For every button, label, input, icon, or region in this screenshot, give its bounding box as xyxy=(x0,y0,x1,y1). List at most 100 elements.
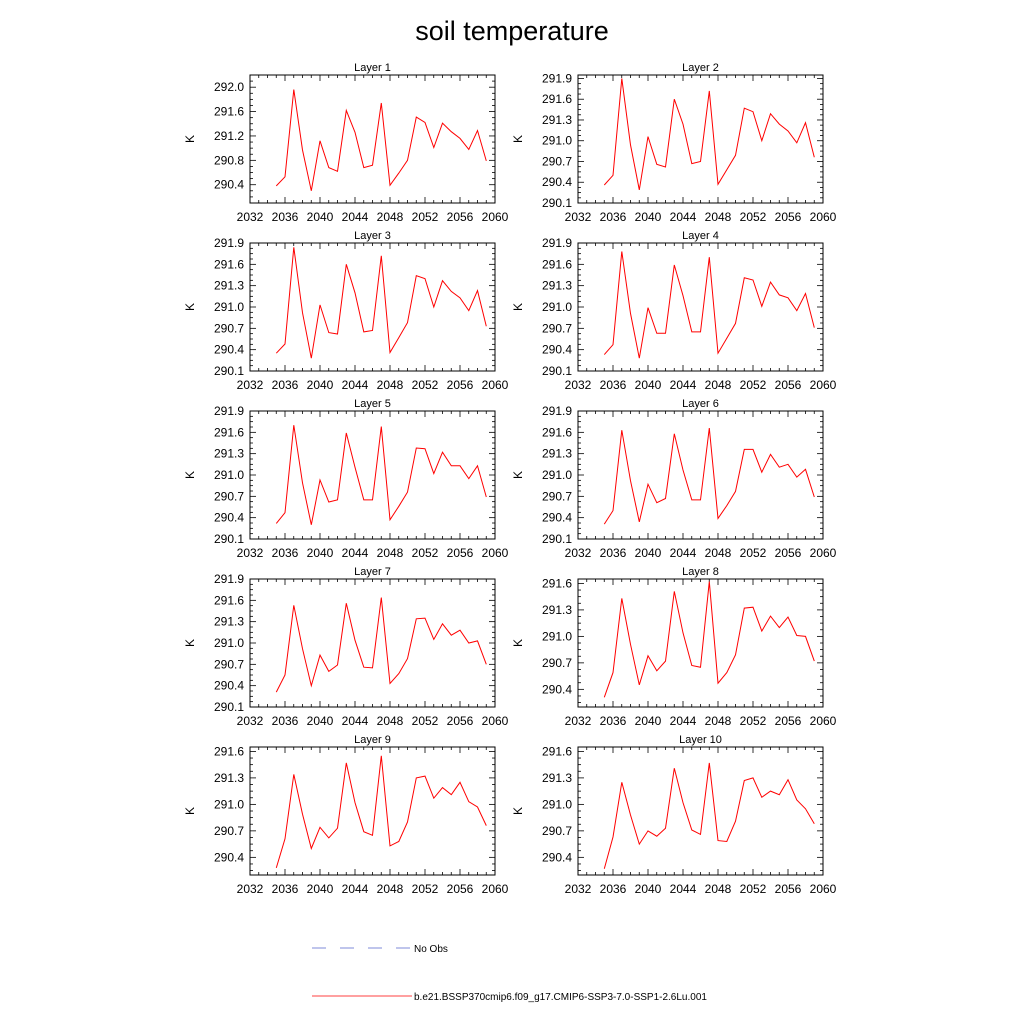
y-tick-label: 291.9 xyxy=(542,71,572,85)
y-tick-label: 291.6 xyxy=(542,576,572,590)
x-tick-label: 2048 xyxy=(377,210,404,224)
y-tick-label: 290.7 xyxy=(542,656,572,670)
y-axis-label: K xyxy=(183,471,197,479)
y-tick-label: 290.1 xyxy=(214,364,244,378)
panel-title: Layer 2 xyxy=(682,62,719,74)
y-tick-label: 291.0 xyxy=(542,468,572,482)
y-tick-label: 290.7 xyxy=(542,824,572,838)
y-tick-label: 291.0 xyxy=(542,629,572,643)
series-line xyxy=(275,755,487,869)
y-tick-label: 290.1 xyxy=(542,532,572,546)
x-tick-label: 2032 xyxy=(565,210,592,224)
y-tick-label: 290.1 xyxy=(214,532,244,546)
x-tick-label: 2040 xyxy=(307,378,334,392)
y-tick-label: 291.0 xyxy=(214,468,244,482)
x-tick-label: 2056 xyxy=(775,546,802,560)
plot-frame xyxy=(577,74,824,204)
plot-frame xyxy=(249,746,496,876)
x-tick-label: 2036 xyxy=(600,882,627,896)
x-tick-label: 2048 xyxy=(705,378,732,392)
y-tick-label: 291.6 xyxy=(214,593,244,607)
x-tick-label: 2044 xyxy=(670,210,697,224)
x-tick-label: 2036 xyxy=(600,378,627,392)
x-tick-label: 2040 xyxy=(635,714,662,728)
y-tick-label: 291.6 xyxy=(542,257,572,271)
plot-frame xyxy=(249,578,496,708)
panel-3: Layer 3 K 2032 2036 2040 2044 2048 2052 2056 2060… xyxy=(183,230,509,392)
y-tick-label: 291.9 xyxy=(214,572,244,586)
x-tick-label: 2032 xyxy=(237,546,264,560)
y-tick-label: 290.4 xyxy=(214,343,244,357)
panel-5: Layer 5 K 2032 2036 2040 2044 2048 2052 2056 2060… xyxy=(183,398,509,560)
x-tick-label: 2048 xyxy=(705,714,732,728)
y-axis-label: K xyxy=(511,135,525,143)
y-axis-label: K xyxy=(183,639,197,647)
x-tick-label: 2056 xyxy=(447,546,474,560)
plot-frame xyxy=(249,242,496,372)
y-tick-label: 290.4 xyxy=(542,511,572,525)
y-tick-label: 291.9 xyxy=(214,404,244,418)
panel-1: Layer 1 K 2032 2036 2040 2044 2048 2052 2056 2060… xyxy=(183,62,509,224)
x-tick-label: 2044 xyxy=(342,210,369,224)
y-tick-label: 290.8 xyxy=(214,153,244,167)
x-tick-label: 2040 xyxy=(635,546,662,560)
plot-frame xyxy=(577,242,824,372)
y-tick-label: 291.9 xyxy=(542,236,572,250)
panel-title: Layer 1 xyxy=(354,62,391,74)
y-tick-label: 291.3 xyxy=(542,603,572,617)
x-tick-label: 2060 xyxy=(810,714,837,728)
panel-2: Layer 2 K 2032 2036 2040 2044 2048 2052 2056 2060… xyxy=(511,62,837,224)
y-tick-label: 290.1 xyxy=(542,364,572,378)
y-tick-label: 291.0 xyxy=(542,300,572,314)
x-tick-label: 2032 xyxy=(237,378,264,392)
series-line xyxy=(275,597,487,693)
x-tick-label: 2048 xyxy=(705,882,732,896)
y-tick-label: 290.4 xyxy=(542,343,572,357)
y-tick-label: 291.9 xyxy=(214,236,244,250)
x-tick-label: 2032 xyxy=(237,210,264,224)
y-tick-label: 291.0 xyxy=(214,300,244,314)
y-tick-label: 290.4 xyxy=(214,679,244,693)
y-axis-label: K xyxy=(183,807,197,815)
y-tick-label: 290.4 xyxy=(214,850,244,864)
panel-10: Layer 10 K 2032 2036 2040 2044 2048 2052 2056 206… xyxy=(511,734,837,896)
x-tick-label: 2056 xyxy=(775,714,802,728)
y-tick-label: 290.7 xyxy=(214,489,244,503)
y-tick-label: 292.0 xyxy=(214,80,244,94)
y-tick-label: 291.6 xyxy=(542,425,572,439)
x-tick-label: 2048 xyxy=(705,546,732,560)
x-tick-label: 2032 xyxy=(565,714,592,728)
panel-8: Layer 8 K 2032 2036 2040 2044 2048 2052 2056 2060… xyxy=(511,566,837,728)
x-tick-label: 2060 xyxy=(482,546,509,560)
y-tick-label: 290.7 xyxy=(542,489,572,503)
x-tick-label: 2060 xyxy=(482,882,509,896)
x-tick-label: 2052 xyxy=(412,378,439,392)
x-tick-label: 2052 xyxy=(412,882,439,896)
x-tick-label: 2056 xyxy=(775,378,802,392)
x-tick-label: 2060 xyxy=(810,882,837,896)
x-tick-label: 2052 xyxy=(740,378,767,392)
y-tick-label: 291.0 xyxy=(214,797,244,811)
y-tick-label: 290.4 xyxy=(542,175,572,189)
x-tick-label: 2032 xyxy=(565,378,592,392)
x-tick-label: 2044 xyxy=(670,714,697,728)
x-tick-label: 2040 xyxy=(635,210,662,224)
x-tick-label: 2036 xyxy=(272,714,299,728)
y-tick-label: 290.4 xyxy=(214,178,244,192)
y-axis-label: K xyxy=(511,303,525,311)
x-tick-label: 2048 xyxy=(705,210,732,224)
y-tick-label: 291.3 xyxy=(214,279,244,293)
panel-title: Layer 9 xyxy=(354,734,391,746)
panel-title: Layer 10 xyxy=(679,734,722,746)
y-tick-label: 291.0 xyxy=(542,134,572,148)
y-tick-label: 290.7 xyxy=(214,824,244,838)
x-tick-label: 2060 xyxy=(482,210,509,224)
x-tick-label: 2032 xyxy=(565,546,592,560)
x-tick-label: 2044 xyxy=(670,378,697,392)
y-axis-label: K xyxy=(183,303,197,311)
x-tick-label: 2052 xyxy=(740,714,767,728)
x-tick-label: 2048 xyxy=(377,882,404,896)
x-tick-label: 2040 xyxy=(307,714,334,728)
y-tick-label: 291.2 xyxy=(214,129,244,143)
